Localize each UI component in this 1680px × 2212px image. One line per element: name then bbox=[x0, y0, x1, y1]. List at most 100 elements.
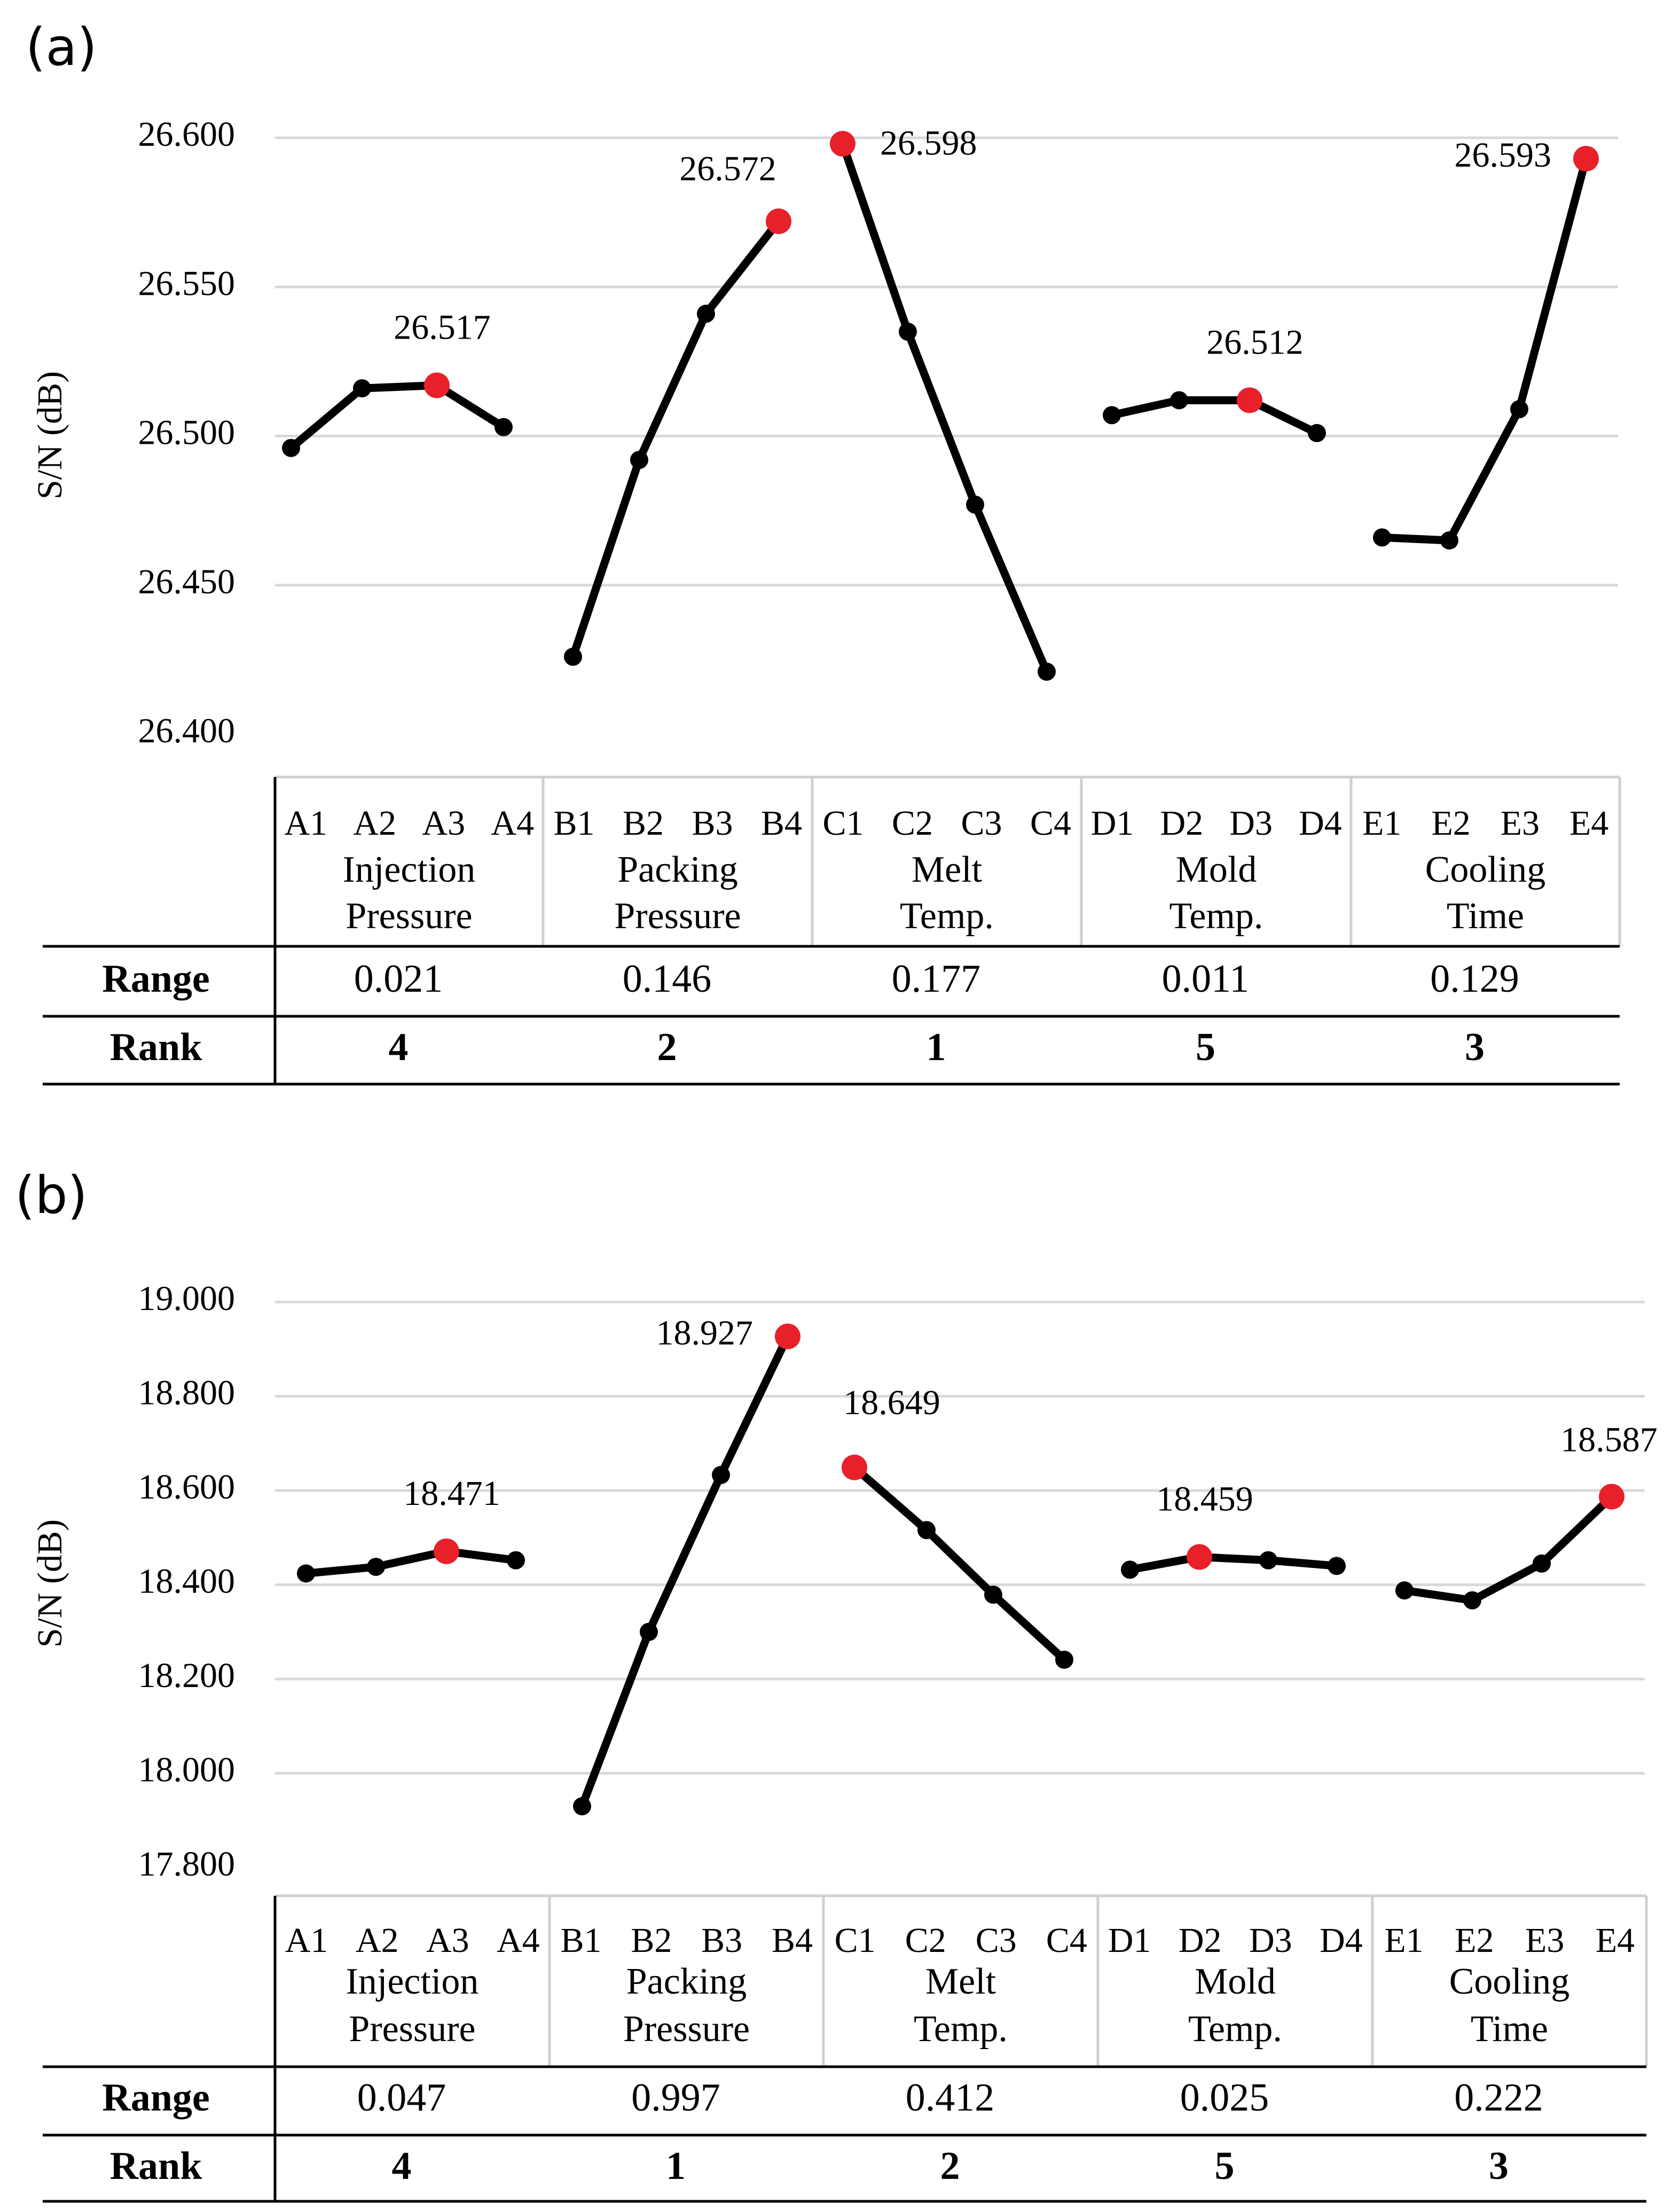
data-point bbox=[1328, 1557, 1346, 1575]
row-header-range: Range bbox=[102, 2076, 209, 2120]
data-point bbox=[1308, 423, 1326, 442]
level-label: E2 bbox=[1455, 1921, 1494, 1960]
level-label: B4 bbox=[772, 1921, 813, 1960]
optimal-point bbox=[830, 131, 855, 157]
rank-value: 5 bbox=[1215, 2144, 1235, 2188]
y-tick-label: 18.800 bbox=[138, 1374, 235, 1413]
level-label: E4 bbox=[1596, 1921, 1635, 1960]
level-label: A4 bbox=[497, 1921, 540, 1960]
data-point bbox=[1121, 1560, 1139, 1579]
rank-value: 3 bbox=[1465, 1025, 1485, 1069]
level-label: A4 bbox=[491, 804, 534, 843]
y-tick-label: 26.400 bbox=[138, 711, 235, 750]
factor-name: Pressure bbox=[346, 896, 472, 937]
rank-value: 3 bbox=[1489, 2144, 1509, 2188]
data-label: 26.593 bbox=[1455, 136, 1552, 175]
range-value: 0.129 bbox=[1430, 957, 1519, 1001]
y-tick-label: 26.600 bbox=[138, 115, 235, 154]
range-value: 0.412 bbox=[906, 2076, 995, 2120]
optimal-point bbox=[1573, 146, 1599, 172]
series-line-e bbox=[1400, 1492, 1616, 1605]
level-label: A2 bbox=[353, 804, 396, 843]
data-point bbox=[630, 451, 648, 469]
level-label: A2 bbox=[356, 1921, 399, 1960]
series-line-c bbox=[850, 1463, 1069, 1664]
data-point bbox=[1533, 1554, 1551, 1573]
range-value: 0.025 bbox=[1180, 2076, 1269, 2120]
level-label: C3 bbox=[976, 1921, 1017, 1960]
series-line-c bbox=[838, 139, 1051, 676]
series-line-d bbox=[1108, 396, 1321, 437]
factor-name: Mold bbox=[1176, 849, 1257, 890]
y-tick-label: 19.000 bbox=[138, 1279, 235, 1318]
rank-value: 2 bbox=[657, 1025, 677, 1069]
series-line-d bbox=[1126, 1552, 1341, 1574]
level-label: C2 bbox=[892, 804, 933, 843]
optimal-point bbox=[842, 1454, 867, 1480]
data-point bbox=[1038, 662, 1056, 681]
data-point bbox=[353, 379, 371, 398]
optimal-point bbox=[775, 1323, 800, 1350]
level-label: C4 bbox=[1046, 1921, 1087, 1960]
factor-name: Pressure bbox=[614, 896, 741, 937]
data-point bbox=[1170, 391, 1188, 410]
series-line-e bbox=[1378, 154, 1590, 545]
level-label: B4 bbox=[761, 804, 802, 843]
factor-name: Injection bbox=[343, 849, 476, 890]
range-value: 0.177 bbox=[892, 957, 981, 1001]
data-point bbox=[1463, 1591, 1481, 1610]
rank-value: 2 bbox=[940, 2144, 960, 2188]
data-point bbox=[1259, 1551, 1277, 1570]
data-point bbox=[984, 1586, 1002, 1604]
level-label: D4 bbox=[1320, 1921, 1363, 1960]
factor-name: Cooling bbox=[1425, 849, 1546, 890]
factor-name: Time bbox=[1471, 2009, 1548, 2050]
optimal-point bbox=[766, 208, 791, 234]
level-label: C3 bbox=[961, 804, 1002, 843]
data-label: 18.649 bbox=[843, 1383, 940, 1422]
factor-name: Injection bbox=[346, 1961, 479, 2002]
level-label: B2 bbox=[631, 1921, 672, 1960]
level-label: A3 bbox=[426, 1921, 469, 1960]
factor-name: Temp. bbox=[900, 896, 994, 937]
level-label: E1 bbox=[1362, 804, 1401, 843]
data-point bbox=[282, 438, 300, 457]
factor-name: Temp. bbox=[1188, 2009, 1282, 2050]
data-point bbox=[1440, 531, 1458, 550]
level-label: C1 bbox=[822, 804, 863, 843]
data-point bbox=[1510, 400, 1528, 419]
y-axis-label: S/N (dB) bbox=[30, 371, 69, 499]
factor-name: Packing bbox=[617, 849, 738, 890]
series-line-a bbox=[287, 381, 508, 452]
data-point bbox=[1373, 528, 1391, 547]
data-label: 18.927 bbox=[656, 1314, 753, 1353]
level-label: B1 bbox=[560, 1921, 601, 1960]
level-label: B3 bbox=[692, 804, 733, 843]
data-point bbox=[966, 495, 984, 514]
optimal-point bbox=[1237, 387, 1262, 413]
range-value: 0.222 bbox=[1454, 2076, 1543, 2120]
data-label: 26.572 bbox=[679, 150, 776, 189]
rank-value: 4 bbox=[392, 2144, 412, 2188]
range-value: 0.047 bbox=[357, 2076, 446, 2120]
level-label: C2 bbox=[905, 1921, 946, 1960]
level-label: E1 bbox=[1384, 1921, 1423, 1960]
level-label: C1 bbox=[835, 1921, 876, 1960]
factor-name: Time bbox=[1447, 896, 1524, 937]
data-label: 18.459 bbox=[1156, 1480, 1253, 1519]
data-label: 26.512 bbox=[1206, 323, 1304, 362]
factor-name: Pressure bbox=[623, 2009, 750, 2050]
data-point bbox=[507, 1551, 525, 1570]
panel-label: (b) bbox=[15, 1165, 88, 1225]
range-value: 0.021 bbox=[354, 957, 443, 1001]
rank-value: 4 bbox=[389, 1025, 409, 1069]
data-point bbox=[564, 647, 582, 666]
y-tick-label: 26.550 bbox=[138, 264, 235, 303]
row-header-rank: Rank bbox=[110, 2144, 203, 2188]
optimal-point bbox=[1599, 1484, 1624, 1510]
rank-value: 1 bbox=[927, 1025, 946, 1069]
rank-value: 1 bbox=[666, 2144, 686, 2188]
factor-name: Cooling bbox=[1449, 1961, 1570, 2002]
row-header-range: Range bbox=[102, 957, 209, 1001]
